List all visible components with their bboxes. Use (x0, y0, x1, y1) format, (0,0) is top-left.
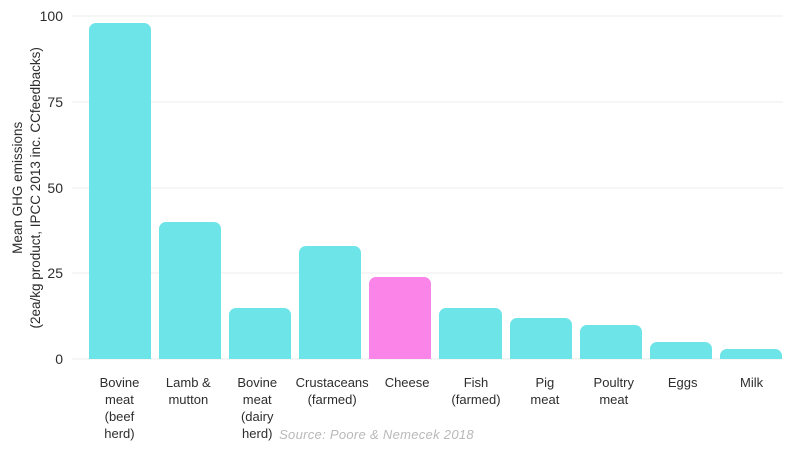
gridline (72, 358, 783, 360)
x-tick-label: Crustaceans (farmed) (295, 375, 369, 407)
bars (89, 16, 782, 359)
y-tick-label: 75 (47, 93, 63, 110)
bar (229, 307, 292, 359)
bar (369, 276, 432, 359)
plot-area: 0 25 50 75 100 (40, 8, 783, 367)
y-tick-label: 50 (47, 179, 63, 196)
y-axis-title: Mean GHG emissions (2ea/kg product, IPCC… (4, 16, 50, 359)
source-caption: Source: Poore & Nemecek 2018 (279, 427, 474, 442)
x-tick-label: Poultry meat (593, 375, 634, 407)
gridline (72, 101, 783, 103)
bar (649, 341, 712, 359)
gridline (72, 272, 783, 274)
bar (509, 317, 572, 359)
bar (159, 221, 222, 359)
x-tick-label: Eggs (667, 375, 698, 390)
bar (719, 348, 782, 359)
bar (299, 245, 362, 359)
y-axis-title-line2: (2ea/kg product, IPCC 2013 inc. CCfeedba… (28, 46, 44, 329)
bar (439, 307, 502, 359)
y-tick-label: 0 (55, 351, 63, 367)
x-axis-labels: Bovine meat (beef herd) Lamb & mutton Bovi… (89, 375, 782, 443)
y-axis-title-line1: Mean GHG emissions (10, 121, 26, 254)
x-tick-label: Bovine meat (beef herd) (99, 375, 140, 441)
y-tick-label: 100 (39, 8, 63, 24)
bar (579, 324, 642, 359)
x-tick-label: Bovine meat (dairy herd) (237, 375, 278, 441)
gridline (72, 15, 783, 17)
gridline (72, 187, 783, 188)
x-tick-label: Cheese (384, 375, 430, 390)
x-tick-label: Pig meat (530, 375, 560, 407)
y-axis-title-text: Mean GHG emissions (2ea/kg product, IPCC… (9, 47, 45, 328)
x-tick-label: Milk (740, 375, 764, 390)
y-tick-label: 25 (47, 265, 63, 282)
x-tick-label: Lamb & mutton (165, 375, 211, 407)
x-tick-label: Fish (farmed) (451, 375, 501, 407)
bar (89, 22, 152, 359)
